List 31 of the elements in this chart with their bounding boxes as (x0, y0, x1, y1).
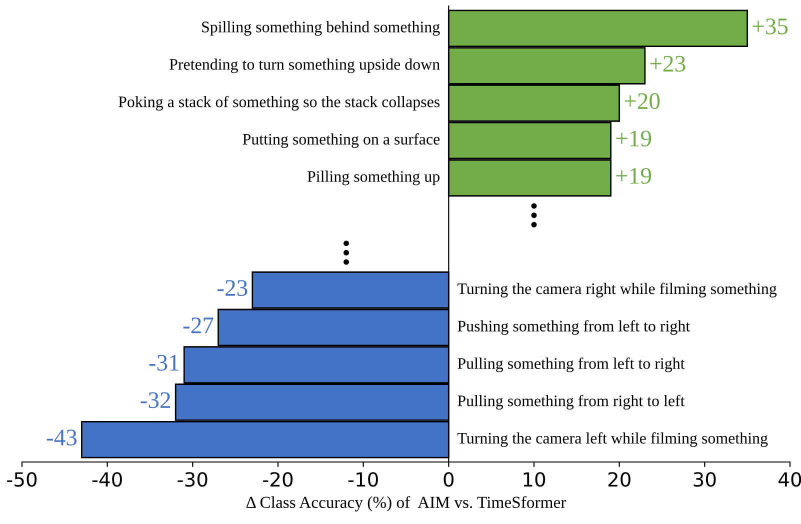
x-tick-label: -10 (348, 472, 378, 487)
x-tick-label: -30 (178, 472, 208, 487)
y-tick-label: Spilling something behind something (202, 21, 440, 36)
y-tick-label: Putting something on a surface (242, 133, 440, 148)
y-tick-label: Poking a stack of something so the stack collapses (118, 96, 440, 111)
y-tick-label: Turning the camera left while filming something (457, 432, 768, 447)
x-tick-label: -40 (92, 472, 122, 487)
y-tick-label: Pulling something from left to right (458, 357, 685, 372)
data-label: -43 (46, 430, 77, 446)
x-axis-title: Δ Class Accuracy (%) of AIM vs. TimeSformer (246, 496, 566, 512)
x-tick-label: 40 (778, 472, 801, 487)
y-tick-label: Pushing something from left to right (458, 320, 690, 335)
x-tick-label: -20 (263, 472, 293, 487)
y-tick-label: Pilling something up (307, 170, 440, 186)
x-tick-label: 20 (608, 472, 630, 487)
data-label: +19 (616, 168, 652, 184)
x-tick-label: 30 (694, 472, 716, 487)
data-label: +23 (650, 56, 686, 72)
x-tick-label: 10 (524, 472, 546, 487)
data-label: +20 (624, 93, 660, 110)
y-tick-label: Turning the camera right while filming something (457, 282, 777, 298)
data-label: +19 (616, 130, 652, 146)
data-label: +35 (752, 18, 788, 34)
data-label: -31 (149, 354, 178, 371)
x-tick-label: 0 (444, 472, 454, 487)
x-tick-label: -50 (7, 472, 37, 487)
data-label: -32 (140, 392, 170, 408)
data-label: -23 (218, 280, 248, 296)
data-label: -27 (183, 317, 214, 334)
y-tick-label: Pulling something from right to left (458, 394, 685, 410)
y-tick-label: Pretending to turn something upside down (170, 58, 440, 74)
